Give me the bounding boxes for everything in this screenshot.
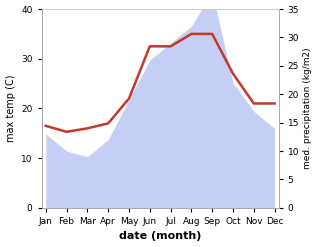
X-axis label: date (month): date (month) [119,231,201,242]
Y-axis label: med. precipitation (kg/m2): med. precipitation (kg/m2) [303,48,313,169]
Y-axis label: max temp (C): max temp (C) [5,75,16,142]
